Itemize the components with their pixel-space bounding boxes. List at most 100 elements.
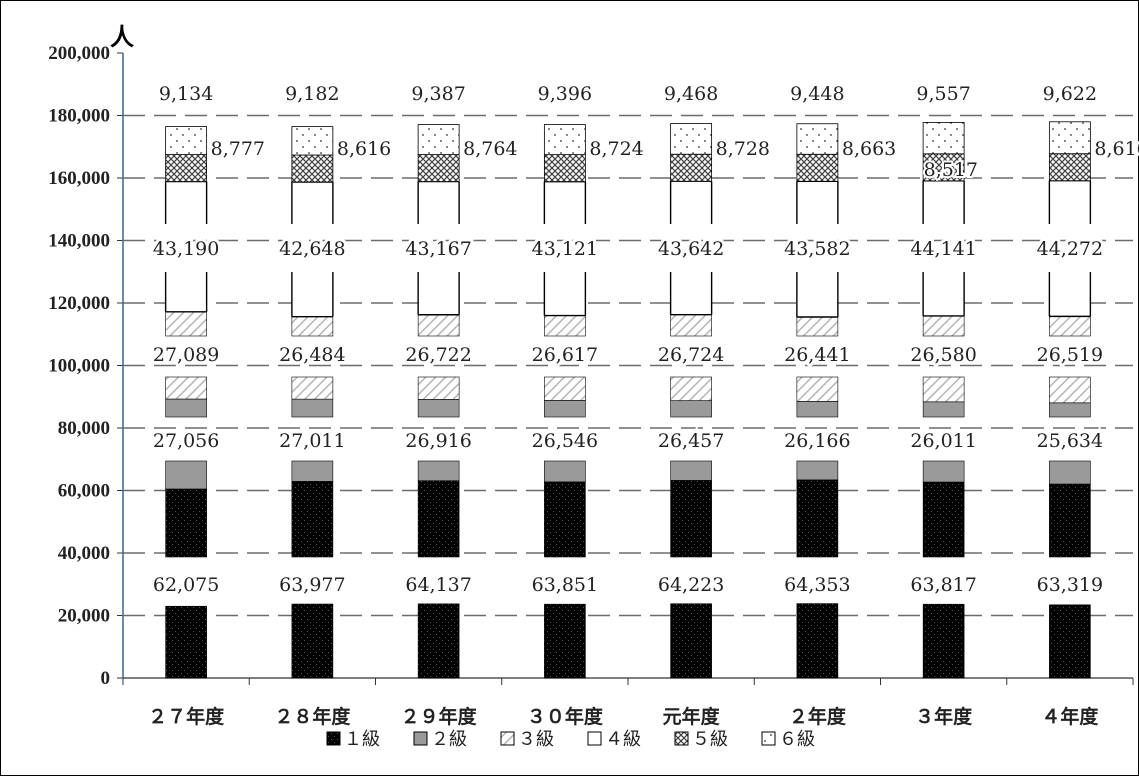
bar-level-6 bbox=[796, 123, 839, 155]
bar-level-1 bbox=[165, 605, 207, 679]
bar-level-3-upper bbox=[417, 314, 460, 337]
data-label: 26,617 bbox=[532, 344, 598, 366]
legend-swatch bbox=[413, 731, 428, 746]
data-label: 9,182 bbox=[285, 83, 339, 105]
y-tick-label: 120,000 bbox=[48, 293, 110, 314]
bar-level-3-upper bbox=[291, 316, 334, 337]
legend: １級 ２級 ３級 ４級 ５級 ６級 bbox=[326, 729, 815, 750]
bar-level-5 bbox=[291, 154, 334, 183]
bar-level-1 bbox=[544, 603, 586, 679]
bar-level-4-upper bbox=[544, 181, 586, 224]
bar-level-3-upper bbox=[922, 315, 965, 337]
x-category-label: ２９年度 bbox=[401, 705, 478, 728]
legend-item-label: ６級 bbox=[779, 729, 815, 750]
bar-level-1 bbox=[796, 603, 839, 679]
data-label: 9,448 bbox=[790, 83, 844, 105]
bar-level-1-upper bbox=[291, 481, 334, 558]
data-label: 26,722 bbox=[405, 344, 471, 366]
bar-level-1 bbox=[1049, 604, 1091, 679]
bar-level-5 bbox=[417, 154, 460, 182]
bar-level-4 bbox=[796, 272, 838, 317]
bar-level-6 bbox=[1048, 121, 1091, 155]
bar-level-1 bbox=[291, 603, 334, 679]
bar-level-6 bbox=[922, 122, 965, 155]
legend-item-label: ２級 bbox=[431, 729, 467, 750]
data-label: 26,580 bbox=[910, 344, 976, 366]
data-label: 62,075 bbox=[153, 574, 219, 596]
bar-level-3 bbox=[670, 376, 712, 401]
data-label: 64,137 bbox=[405, 574, 471, 596]
bar-level-2 bbox=[417, 460, 460, 482]
bar-level-3-upper bbox=[670, 314, 712, 337]
bar-level-2-upper bbox=[417, 399, 460, 418]
bar-level-4-upper bbox=[291, 182, 333, 224]
bar-level-6 bbox=[165, 126, 208, 155]
data-label: 26,166 bbox=[784, 430, 850, 452]
bar-level-1-upper bbox=[544, 481, 586, 558]
bar-level-4-upper bbox=[165, 181, 207, 224]
legend-swatch bbox=[326, 731, 341, 746]
x-category-label: 元年度 bbox=[663, 705, 721, 728]
gridlines bbox=[123, 114, 1133, 617]
bar-level-4-upper bbox=[796, 181, 838, 224]
y-tick-label: 140,000 bbox=[48, 231, 110, 252]
bar-level-1 bbox=[670, 603, 712, 679]
bar-level-3-upper bbox=[165, 311, 207, 337]
data-label: 44,141 bbox=[910, 238, 976, 260]
y-tick-label: 40,000 bbox=[58, 543, 110, 564]
data-label: 9,468 bbox=[664, 83, 718, 105]
data-label: 26,546 bbox=[532, 430, 598, 452]
data-label: 26,724 bbox=[658, 344, 724, 366]
bar-level-4-upper bbox=[418, 181, 460, 224]
data-label: 26,519 bbox=[1037, 344, 1103, 366]
bar-level-3 bbox=[417, 376, 460, 400]
data-label-level-5: 8,517 bbox=[924, 159, 978, 181]
bar-level-5 bbox=[1048, 153, 1091, 182]
bar-level-5 bbox=[670, 153, 713, 182]
data-label: 26,441 bbox=[784, 344, 850, 366]
y-tick-label: 200,000 bbox=[48, 43, 110, 64]
bar-level-2 bbox=[670, 460, 712, 481]
legend-item-label: ４級 bbox=[605, 729, 641, 750]
data-label: 63,817 bbox=[910, 574, 976, 596]
x-category-label: ２７年度 bbox=[148, 705, 225, 728]
data-label: 9,387 bbox=[411, 83, 465, 105]
bar-level-4-upper bbox=[923, 180, 965, 224]
bar-level-3 bbox=[291, 376, 334, 400]
bar-level-5 bbox=[922, 153, 965, 182]
bar-level-2-upper bbox=[165, 398, 207, 418]
bar-level-5 bbox=[543, 154, 586, 183]
bar-level-1-upper bbox=[670, 480, 712, 558]
bar-level-3-upper bbox=[1049, 316, 1091, 337]
legend-swatch bbox=[674, 731, 689, 746]
bar-level-6 bbox=[543, 124, 586, 156]
bar-level-2 bbox=[165, 460, 207, 490]
y-tick-label: 20,000 bbox=[58, 606, 110, 627]
bar-level-2-upper bbox=[291, 398, 334, 418]
data-label: 27,056 bbox=[153, 430, 219, 452]
data-label: 44,272 bbox=[1037, 238, 1103, 260]
legend-item-label: １級 bbox=[344, 729, 380, 750]
bar-level-1 bbox=[417, 603, 460, 679]
data-label: 63,977 bbox=[279, 574, 345, 596]
data-label: 43,582 bbox=[784, 238, 850, 260]
bar-level-2-upper bbox=[1049, 402, 1091, 418]
bar-level-6 bbox=[417, 124, 460, 155]
y-tick-label: 100,000 bbox=[48, 356, 110, 377]
data-label-level-5: 8,724 bbox=[589, 138, 643, 160]
legend-item-label: ３級 bbox=[518, 729, 554, 750]
bar-level-4-upper bbox=[1049, 180, 1091, 224]
y-tick-label: 0 bbox=[101, 668, 111, 689]
data-label: 26,916 bbox=[405, 430, 471, 452]
bar-level-1-upper bbox=[796, 479, 839, 558]
bar-level-3 bbox=[922, 376, 965, 403]
data-label: 25,634 bbox=[1037, 430, 1103, 452]
bar-level-4 bbox=[165, 272, 207, 312]
y-tick-label: 60,000 bbox=[58, 481, 110, 502]
bar-level-4-upper bbox=[670, 181, 712, 224]
legend-item-label: ５級 bbox=[692, 729, 728, 750]
bar-level-2 bbox=[796, 460, 839, 481]
bar-level-2-upper bbox=[796, 401, 839, 418]
legend-swatch bbox=[761, 731, 776, 746]
bar-level-2 bbox=[1049, 460, 1091, 485]
